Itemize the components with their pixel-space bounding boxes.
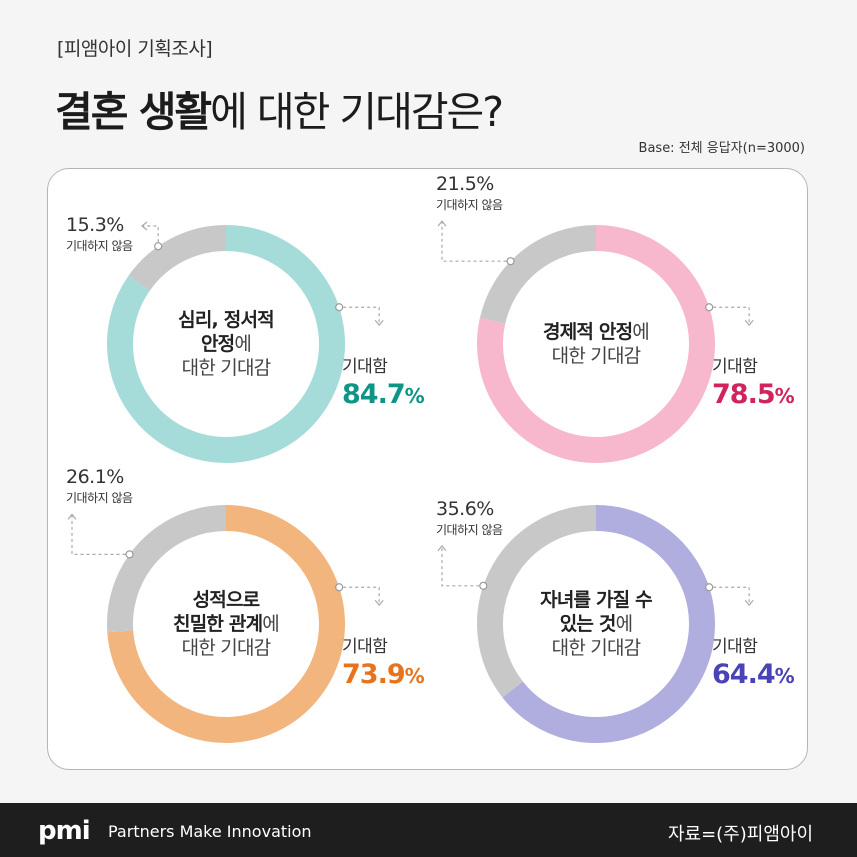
footer-bar: pmi Partners Make Innovation 자료=(주)피앰아이 bbox=[0, 803, 857, 857]
not-expect-label: 35.6% 기대하지 않음 bbox=[436, 498, 503, 538]
expect-value: 84.7% bbox=[342, 379, 425, 410]
not-expect-caption: 기대하지 않음 bbox=[66, 491, 133, 506]
not-expect-caption: 기대하지 않음 bbox=[66, 239, 133, 253]
marker-dot-expect bbox=[705, 303, 714, 312]
arrow-expect bbox=[744, 319, 754, 327]
not-expect-caption: 기대하지 않음 bbox=[436, 522, 503, 537]
center-inline: 에 bbox=[234, 333, 252, 355]
center-line: 있는 것에 bbox=[540, 612, 652, 636]
arrow-not-expect bbox=[141, 221, 148, 231]
arrow-not-expect bbox=[437, 220, 447, 227]
base-note: Base: 전체 응답자(n=3000) bbox=[638, 141, 805, 156]
leader-expect bbox=[343, 586, 380, 606]
slice-expect bbox=[107, 225, 345, 463]
marker-dot-not-expect bbox=[479, 581, 488, 590]
not-expect-value: 15.3% bbox=[66, 214, 124, 236]
slice-expect bbox=[502, 505, 715, 743]
leader-expect bbox=[713, 306, 750, 326]
center-strong: 안정 bbox=[200, 333, 235, 355]
center-line: 심리, 정서적 bbox=[178, 308, 274, 332]
center-light: 대한 기대감 bbox=[181, 357, 271, 379]
source-note: 자료=(주)피앰아이 bbox=[667, 824, 813, 845]
center-line: 안정에 bbox=[178, 332, 274, 356]
slice-not-expect bbox=[107, 505, 227, 633]
marker-dot-not-expect bbox=[506, 257, 515, 266]
not-expect-label: 26.1% 기대하지 않음 bbox=[66, 466, 133, 506]
leader-expect bbox=[343, 306, 380, 326]
center-strong: 친밀한 관계 bbox=[173, 613, 263, 635]
page-title: 결혼 생활에 대한 기대감은? bbox=[55, 78, 504, 138]
center-line: 경제적 안정에 bbox=[543, 320, 650, 344]
donut-center-text: 성적으로 친밀한 관계에 대한 기대감 bbox=[173, 588, 280, 660]
donut-center-text: 경제적 안정에 대한 기대감 bbox=[543, 320, 650, 368]
expect-label: 기대함 73.9% bbox=[342, 632, 425, 690]
center-strong: 성적으로 bbox=[192, 589, 261, 611]
center-light: 대한 기대감 bbox=[551, 345, 641, 367]
slice-not-expect bbox=[477, 505, 597, 698]
expect-value: 78.5% bbox=[712, 379, 795, 410]
donut-center-text: 심리, 정서적 안정에 대한 기대감 bbox=[178, 308, 274, 380]
center-inline: 에 bbox=[615, 613, 633, 635]
not-expect-label: 21.5% 기대하지 않음 bbox=[436, 173, 503, 213]
pmi-logo: pmi bbox=[38, 816, 91, 846]
donut-center-text: 자녀를 가질 수 있는 것에 대한 기대감 bbox=[540, 588, 653, 660]
marker-dot-expect bbox=[335, 583, 344, 592]
marker-dot-expect bbox=[335, 303, 344, 312]
arrow-expect bbox=[374, 599, 384, 607]
expect-caption: 기대함 bbox=[712, 637, 758, 657]
leader-not-expect bbox=[441, 545, 480, 587]
center-inline: 에 bbox=[262, 613, 279, 635]
expect-label: 기대함 78.5% bbox=[712, 352, 795, 410]
leader-expect bbox=[713, 586, 750, 606]
arrow-not-expect bbox=[67, 513, 77, 520]
center-line: 성적으로 bbox=[173, 588, 279, 612]
not-expect-caption: 기대하지 않음 bbox=[436, 198, 503, 213]
percent-sign: % bbox=[404, 384, 425, 408]
marker-dot-not-expect bbox=[154, 242, 163, 251]
slice-not-expect bbox=[479, 225, 597, 325]
center-strong: 심리, 정서적 bbox=[178, 309, 274, 331]
expect-label: 기대함 84.7% bbox=[342, 352, 425, 410]
marker-dot-not-expect bbox=[125, 550, 134, 559]
not-expect-label: 15.3% 기대하지 않음 bbox=[66, 214, 133, 254]
slice-not-expect bbox=[128, 225, 227, 292]
percent-sign: % bbox=[774, 384, 795, 408]
center-strong: 자녀를 가질 수 bbox=[540, 589, 653, 611]
arrow-expect bbox=[744, 599, 754, 607]
title-rest: 에 대한 기대감은? bbox=[210, 88, 504, 136]
expect-caption: 기대함 bbox=[342, 637, 388, 657]
slice-expect bbox=[477, 225, 715, 463]
center-strong: 있는 것 bbox=[559, 613, 617, 635]
slice-expect bbox=[107, 505, 345, 743]
arrow-not-expect bbox=[437, 544, 447, 552]
expect-value: 73.9% bbox=[342, 659, 425, 690]
marker-dot-expect bbox=[705, 583, 714, 592]
center-line: 친밀한 관계에 bbox=[173, 612, 280, 636]
center-light: 대한 기대감 bbox=[551, 637, 641, 659]
center-inline: 에 bbox=[632, 321, 649, 343]
center-light: 대한 기대감 bbox=[181, 637, 271, 659]
title-bold: 결혼 생활 bbox=[55, 88, 212, 136]
expect-caption: 기대함 bbox=[342, 357, 388, 377]
not-expect-value: 21.5% bbox=[436, 173, 494, 196]
center-line: 자녀를 가질 수 bbox=[540, 588, 653, 612]
leader-not-expect bbox=[441, 221, 507, 262]
center-strong: 경제적 안정 bbox=[543, 321, 633, 343]
report-tag: [피앰아이 기획조사] bbox=[57, 38, 213, 60]
leader-not-expect bbox=[71, 514, 126, 555]
expect-caption: 기대함 bbox=[712, 357, 758, 377]
percent-sign: % bbox=[404, 664, 425, 688]
not-expect-value: 35.6% bbox=[436, 497, 494, 520]
not-expect-value: 26.1% bbox=[66, 466, 124, 489]
percent-sign: % bbox=[774, 664, 795, 688]
expect-label: 기대함 64.4% bbox=[712, 632, 795, 690]
expect-value: 64.4% bbox=[712, 659, 795, 690]
footer-tagline: Partners Make Innovation bbox=[108, 822, 312, 841]
arrow-expect bbox=[374, 319, 384, 327]
